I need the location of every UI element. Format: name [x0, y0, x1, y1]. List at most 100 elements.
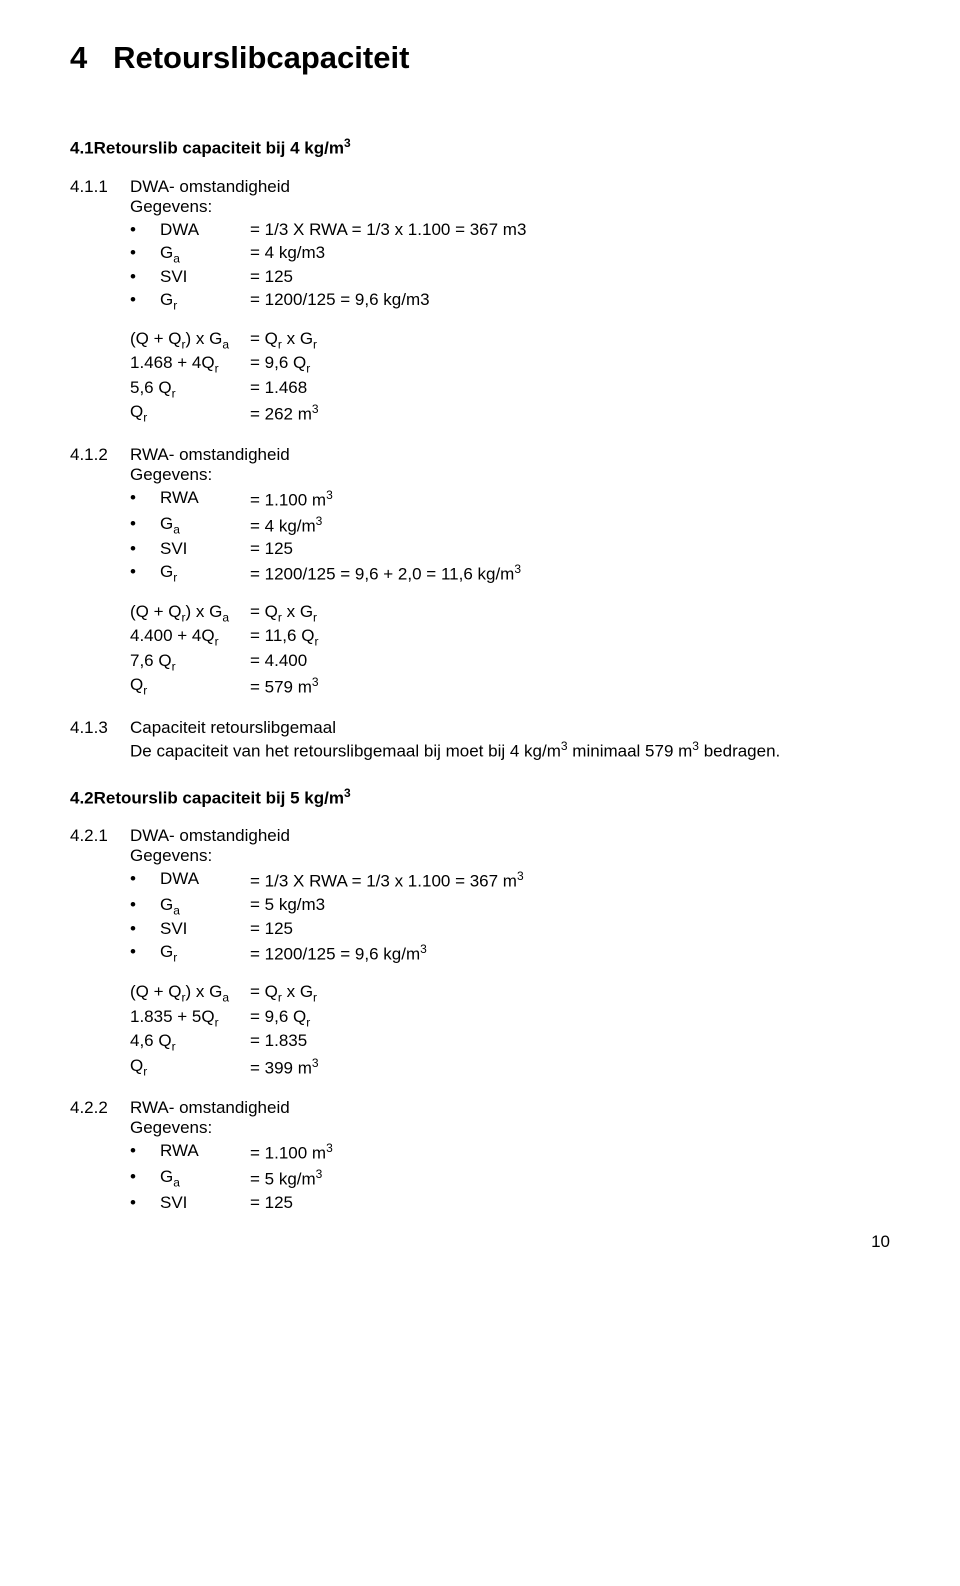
- subsection-label: RWA- omstandigheid: [130, 445, 290, 465]
- var: Ga: [160, 513, 250, 538]
- calc-right: = Qr x Gr: [250, 601, 317, 626]
- calc-left: 1.835 + 5Qr: [130, 1006, 250, 1031]
- val: = 125: [250, 266, 293, 289]
- subsection-heading: 4.1.3 Capaciteit retourslibgemaal: [70, 718, 890, 738]
- val: = 125: [250, 918, 293, 941]
- calc-row: Qr= 262 m3: [130, 401, 890, 427]
- var: RWA: [160, 487, 250, 510]
- subsection-4-2-2: 4.2.2 RWA- omstandigheid Gegevens: •RWA=…: [70, 1098, 890, 1214]
- subsection-4-2-1: 4.2.1 DWA- omstandigheid Gegevens: •DWA=…: [70, 826, 890, 1080]
- list-item: •SVI= 125: [130, 918, 890, 941]
- calc-row: 1.835 + 5Qr= 9,6 Qr: [130, 1006, 890, 1031]
- bullet-icon: •: [130, 513, 160, 536]
- subsection-num: 4.2.2: [70, 1098, 130, 1118]
- var: Gr: [160, 561, 250, 586]
- bullet-icon: •: [130, 538, 160, 561]
- calc-right: = 1.468: [250, 377, 307, 402]
- list-item: •Gr= 1200/125 = 9,6 + 2,0 = 11,6 kg/m3: [130, 561, 890, 587]
- calc-left: 4,6 Qr: [130, 1030, 250, 1055]
- list-item: •Ga= 4 kg/m3: [130, 242, 890, 267]
- calc-right: = 579 m3: [250, 674, 319, 700]
- list-item: •Ga= 4 kg/m3: [130, 513, 890, 539]
- chapter-text: Retourslibcapaciteit: [113, 40, 409, 75]
- calc-row: 7,6 Qr= 4.400: [130, 650, 890, 675]
- bullet-icon: •: [130, 242, 160, 265]
- calc-left: (Q + Qr) x Ga: [130, 601, 250, 626]
- var: SVI: [160, 918, 250, 941]
- subsection-label: Capaciteit retourslibgemaal: [130, 718, 336, 738]
- val: = 4 kg/m3: [250, 242, 325, 265]
- var: Ga: [160, 242, 250, 267]
- document-page: 4 Retourslibcapaciteit 4.1Retourslib cap…: [0, 0, 960, 1282]
- section-text: Retourslib capaciteit bij 4 kg/m: [94, 139, 344, 158]
- section-4-1-title: 4.1Retourslib capaciteit bij 4 kg/m3: [70, 136, 890, 159]
- subsection-heading: 4.1.1 DWA- omstandigheid: [70, 177, 890, 197]
- gegevens-label: Gegevens:: [130, 1118, 890, 1138]
- bullet-icon: •: [130, 487, 160, 510]
- bullet-icon: •: [130, 941, 160, 964]
- val: = 1200/125 = 9,6 + 2,0 = 11,6 kg/m3: [250, 561, 521, 587]
- paragraph: De capaciteit van het retourslibgemaal b…: [130, 738, 890, 764]
- bullet-icon: •: [130, 561, 160, 584]
- list-item: •SVI= 125: [130, 266, 890, 289]
- calc-row: 5,6 Qr= 1.468: [130, 377, 890, 402]
- bullet-icon: •: [130, 1140, 160, 1163]
- val: = 1/3 X RWA = 1/3 x 1.100 = 367 m3: [250, 219, 526, 242]
- calc-right: = 9,6 Qr: [250, 1006, 310, 1031]
- val: = 125: [250, 538, 293, 561]
- calc-left: (Q + Qr) x Ga: [130, 981, 250, 1006]
- list-item: •RWA= 1.100 m3: [130, 487, 890, 513]
- calc-right: = Qr x Gr: [250, 328, 317, 353]
- calc-left: Qr: [130, 401, 250, 427]
- calc-row: (Q + Qr) x Ga= Qr x Gr: [130, 601, 890, 626]
- subsection-num: 4.1.3: [70, 718, 130, 738]
- list-item: •Gr= 1200/125 = 9,6 kg/m3: [130, 289, 890, 314]
- section-num: 4.2: [70, 788, 94, 807]
- val: = 1200/125 = 9,6 kg/m3: [250, 941, 427, 967]
- val: = 1200/125 = 9,6 kg/m3: [250, 289, 430, 312]
- gegevens-label: Gegevens:: [130, 465, 890, 485]
- calc-right: = 11,6 Qr: [250, 625, 318, 650]
- var: DWA: [160, 868, 250, 891]
- subsection-4-1-3: 4.1.3 Capaciteit retourslibgemaal De cap…: [70, 718, 890, 764]
- calc-row: (Q + Qr) x Ga= Qr x Gr: [130, 981, 890, 1006]
- chapter-num: 4: [70, 40, 87, 75]
- calc-left: 5,6 Qr: [130, 377, 250, 402]
- calc-row: 4,6 Qr= 1.835: [130, 1030, 890, 1055]
- val: = 125: [250, 1192, 293, 1215]
- calc-right: = 4.400: [250, 650, 307, 675]
- page-number: 10: [70, 1232, 890, 1252]
- subsection-heading: 4.2.2 RWA- omstandigheid: [70, 1098, 890, 1118]
- var: Gr: [160, 941, 250, 966]
- var: SVI: [160, 266, 250, 289]
- list-item: •Ga= 5 kg/m3: [130, 1166, 890, 1192]
- var: DWA: [160, 219, 250, 242]
- subsection-heading: 4.1.2 RWA- omstandigheid: [70, 445, 890, 465]
- calc-block: (Q + Qr) x Ga= Qr x Gr 4.400 + 4Qr= 11,6…: [130, 601, 890, 700]
- calc-left: 4.400 + 4Qr: [130, 625, 250, 650]
- calc-left: (Q + Qr) x Ga: [130, 328, 250, 353]
- var: Ga: [160, 1166, 250, 1191]
- calc-row: (Q + Qr) x Ga= Qr x Gr: [130, 328, 890, 353]
- val: = 5 kg/m3: [250, 1166, 322, 1192]
- gegevens-label: Gegevens:: [130, 197, 890, 217]
- bullet-list: •RWA= 1.100 m3 •Ga= 5 kg/m3 •SVI= 125: [130, 1140, 890, 1214]
- var: Gr: [160, 289, 250, 314]
- section-sup: 3: [344, 786, 351, 800]
- subsection-heading: 4.2.1 DWA- omstandigheid: [70, 826, 890, 846]
- section-text: Retourslib capaciteit bij 5 kg/m: [94, 788, 344, 807]
- calc-right: = 1.835: [250, 1030, 307, 1055]
- subsection-4-1-1: 4.1.1 DWA- omstandigheid Gegevens: •DWA=…: [70, 177, 890, 427]
- var: Ga: [160, 894, 250, 919]
- calc-right: = 399 m3: [250, 1055, 319, 1081]
- calc-left: 1.468 + 4Qr: [130, 352, 250, 377]
- section-sup: 3: [344, 136, 351, 150]
- subsection-label: RWA- omstandigheid: [130, 1098, 290, 1118]
- bullet-icon: •: [130, 1166, 160, 1189]
- val: = 4 kg/m3: [250, 513, 322, 539]
- list-item: •Gr= 1200/125 = 9,6 kg/m3: [130, 941, 890, 967]
- list-item: •DWA= 1/3 X RWA = 1/3 x 1.100 = 367 m3: [130, 219, 890, 242]
- calc-block: (Q + Qr) x Ga= Qr x Gr 1.468 + 4Qr= 9,6 …: [130, 328, 890, 427]
- calc-row: Qr= 399 m3: [130, 1055, 890, 1081]
- chapter-title: 4 Retourslibcapaciteit: [70, 40, 890, 76]
